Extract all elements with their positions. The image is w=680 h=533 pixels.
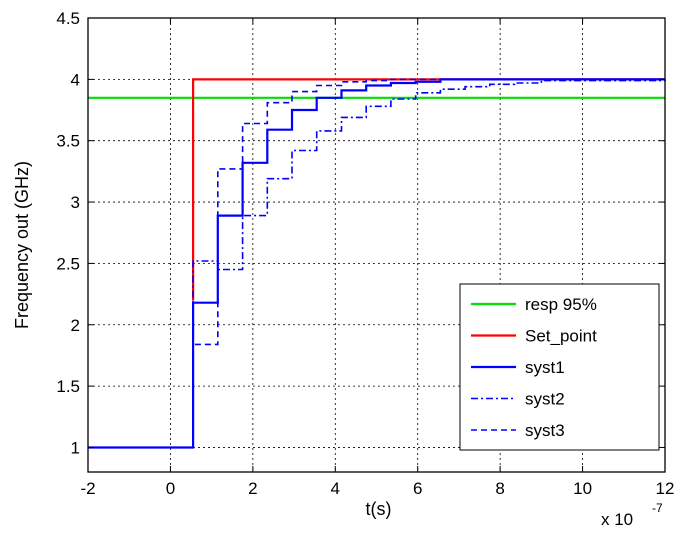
x-tick-label: 4 xyxy=(331,479,340,498)
x-tick-label: 0 xyxy=(166,479,175,498)
legend-label: syst3 xyxy=(525,421,565,440)
y-tick-label: 3.5 xyxy=(56,132,80,151)
x-tick-label: 6 xyxy=(413,479,422,498)
y-tick-label: 4 xyxy=(71,70,80,89)
y-tick-label: 1.5 xyxy=(56,377,80,396)
x-tick-label: 12 xyxy=(656,479,675,498)
x-tick-label: -2 xyxy=(80,479,95,498)
x-tick-label: 10 xyxy=(573,479,592,498)
y-tick-label: 2.5 xyxy=(56,254,80,273)
legend-label: resp 95% xyxy=(525,295,597,314)
legend-label: syst1 xyxy=(525,358,565,377)
legend-label: Set_point xyxy=(525,327,597,346)
series-layer xyxy=(88,78,666,449)
series-syst3 xyxy=(88,78,665,449)
x-multiplier-exponent: -7 xyxy=(652,501,663,515)
y-tick-label: 2 xyxy=(71,316,80,335)
x-axis-label: t(s) xyxy=(366,499,392,519)
plot-frame xyxy=(87,17,666,473)
y-tick-label: 1 xyxy=(71,438,80,457)
y-tick-label: 4.5 xyxy=(56,9,80,28)
ticks: -2 0 2 4 6 8 10 12 1 1.5 2 2.5 3 3.5 4 4.5 xyxy=(56,9,674,498)
legend-label: syst2 xyxy=(525,390,565,409)
x-tick-label: 8 xyxy=(495,479,504,498)
legend: resp 95% Set_point syst1 syst2 syst3 xyxy=(459,283,660,451)
x-tick-label: 2 xyxy=(248,479,257,498)
x-axis-multiplier: x 10 -7 xyxy=(601,501,663,529)
x-multiplier-base: x 10 xyxy=(601,510,633,529)
y-axis-label: Frequency out (GHz) xyxy=(12,161,32,329)
series-syst2 xyxy=(88,79,666,449)
series-syst1 xyxy=(88,78,665,449)
y-tick-label: 3 xyxy=(71,193,80,212)
